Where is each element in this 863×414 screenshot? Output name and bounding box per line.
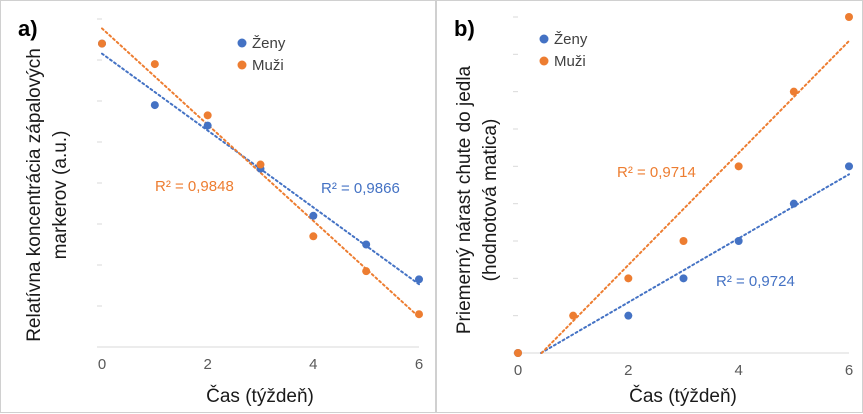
panel-a-legend-label-muzi: Muži xyxy=(252,57,284,74)
panel-a-frame xyxy=(0,0,436,413)
panel-b-point-zeny xyxy=(789,199,798,208)
panel-a: a) Relatívna koncentrácia zápalových mar… xyxy=(0,0,436,413)
panel-b-point-muzi xyxy=(679,237,688,245)
panel-a-point-zeny xyxy=(309,211,318,220)
panel-a-point-muzi xyxy=(309,232,318,241)
panel-a-legend-marker-zeny xyxy=(237,38,247,48)
panel-b-point-muzi xyxy=(569,311,578,320)
panel-a-point-zeny xyxy=(203,121,212,130)
panel-b-point-zeny xyxy=(845,162,853,171)
panel-a-r2-muzi: R² = 0,9848 xyxy=(155,178,234,195)
panel-a-point-zeny xyxy=(362,240,371,249)
panel-a-point-muzi xyxy=(256,160,265,169)
panel-a-point-muzi xyxy=(415,310,423,319)
panel-b-xlabel: Čas (týždeň) xyxy=(629,385,737,407)
panel-b-legend-marker-muzi xyxy=(539,56,549,66)
panel-b-r2-muzi: R² = 0,9714 xyxy=(617,164,696,181)
panel-a-ylabel: Relatívna koncentrácia zápalových marker… xyxy=(24,48,71,342)
panel-a-xtick-label: 0 xyxy=(98,356,106,373)
panel-a-plot: 0 2 4 6 xyxy=(97,18,423,373)
panel-a-letter: a) xyxy=(18,16,38,41)
panel-b-xtick-label: 4 xyxy=(734,362,742,379)
panel-b-xtick-label: 2 xyxy=(624,362,632,379)
panel-b-r2-zeny: R² = 0,9724 xyxy=(716,273,795,290)
panel-a-ylabel-line-2: markerov (a.u.) xyxy=(50,131,71,260)
panel-a-point-zeny xyxy=(150,101,159,110)
panel-b-legend-label-muzi: Muži xyxy=(554,53,586,70)
panel-b-point-zeny xyxy=(679,274,688,283)
panel-a-xtick-label: 6 xyxy=(415,356,423,373)
panel-b-point-muzi xyxy=(845,13,853,21)
panel-a-legend-label-zeny: Ženy xyxy=(252,35,286,52)
panel-a-xlabel: Čas (týždeň) xyxy=(206,385,314,407)
panel-b-point-muzi xyxy=(624,274,633,283)
panel-b-plot: 0 2 4 6 xyxy=(513,13,853,379)
panel-a-point-muzi xyxy=(150,60,159,69)
panel-a-xtick-label: 2 xyxy=(203,356,211,373)
panel-b-point-zeny xyxy=(734,237,743,245)
panel-a-xtick-label: 4 xyxy=(309,356,317,373)
panel-b-point-muzi xyxy=(789,87,798,96)
panel-b-point-muzi xyxy=(734,162,743,171)
panel-b-xtick-label: 0 xyxy=(514,362,522,379)
panel-a-point-muzi xyxy=(98,39,106,48)
panel-b-ylabel-line-2: (hodnotová matica) xyxy=(480,119,501,282)
panel-a-legend-marker-muzi xyxy=(237,60,247,70)
panel-b-ylabel-line-1: Priemerný nárast chute do jedla xyxy=(454,65,475,334)
panel-a-point-muzi xyxy=(362,267,371,276)
panel-b-point-zeny xyxy=(624,311,633,320)
panel-b-point-muzi xyxy=(514,349,522,357)
panel-b-trendline-muzi xyxy=(540,40,850,354)
panel-a-legend: Ženy Muži xyxy=(237,35,286,74)
panel-b-letter: b) xyxy=(454,16,475,41)
panel-a-point-zeny xyxy=(415,275,423,284)
panel-b-ylabel: Priemerný nárast chute do jedla (hodnoto… xyxy=(454,65,501,334)
panel-b-xtick-label: 6 xyxy=(845,362,853,379)
panel-b-legend-marker-zeny xyxy=(539,34,549,44)
panel-b-legend-label-zeny: Ženy xyxy=(554,31,588,48)
panel-a-r2-zeny: R² = 0,9866 xyxy=(321,180,400,197)
panel-a-ylabel-line-1: Relatívna koncentrácia zápalových xyxy=(24,48,45,342)
panel-b: b) Priemerný nárast chute do jedla (hodn… xyxy=(436,0,863,413)
panel-a-point-muzi xyxy=(203,111,212,120)
panel-b-legend: Ženy Muži xyxy=(539,31,588,70)
